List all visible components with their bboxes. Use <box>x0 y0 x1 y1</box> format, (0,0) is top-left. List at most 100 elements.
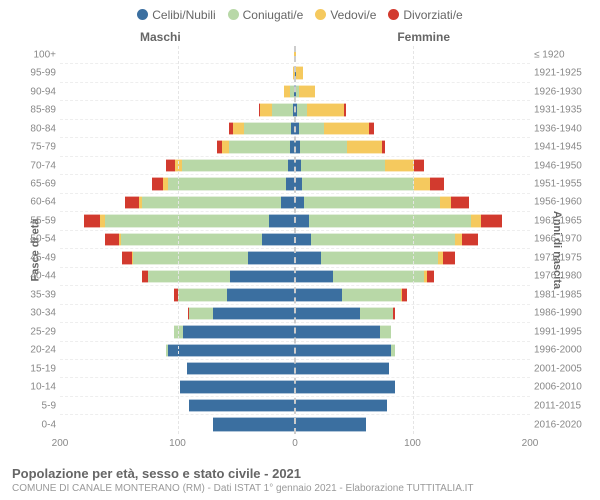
bar-segment <box>189 399 295 412</box>
bar-segment <box>295 307 360 320</box>
birth-label: 1961-1965 <box>534 215 592 226</box>
birth-label: 2006-2010 <box>534 382 592 393</box>
bar-segment <box>385 159 413 172</box>
bar-segment <box>189 307 213 320</box>
bar-segment <box>299 85 315 98</box>
bar-segment <box>414 177 430 190</box>
bar-segment <box>295 344 391 357</box>
bar-segment <box>304 196 439 209</box>
bar-segment <box>121 233 262 246</box>
bar-segment <box>393 307 395 320</box>
bar-segment <box>168 177 286 190</box>
male-column-title: Maschi <box>140 30 181 44</box>
bar-segment <box>295 233 311 246</box>
age-label: 50-54 <box>20 234 56 245</box>
gridline <box>178 46 179 434</box>
birth-label: 1926-1930 <box>534 86 592 97</box>
age-label: 75-79 <box>20 142 56 153</box>
bar-segment <box>281 196 295 209</box>
x-tick: 100 <box>404 438 421 449</box>
legend-label: Coniugati/e <box>243 8 304 22</box>
x-tick: 100 <box>169 438 186 449</box>
age-label: 55-59 <box>20 215 56 226</box>
bar-segment <box>402 288 407 301</box>
bar-segment <box>430 177 444 190</box>
bar-segment <box>440 196 452 209</box>
legend-swatch <box>228 9 239 20</box>
bar-segment <box>295 417 366 431</box>
legend-item: Vedovi/e <box>315 8 376 22</box>
birth-label: 1986-1990 <box>534 308 592 319</box>
age-label: 60-64 <box>20 197 56 208</box>
chart-subtitle: COMUNE DI CANALE MONTERANO (RM) - Dati I… <box>12 483 588 494</box>
bar-segment <box>344 103 345 116</box>
bar-segment <box>227 288 295 301</box>
bar-segment <box>324 122 369 135</box>
legend-item: Divorziati/e <box>388 8 462 22</box>
bar-segment <box>391 344 395 357</box>
age-label: 65-69 <box>20 179 56 190</box>
birth-label: 1936-1940 <box>534 123 592 134</box>
birth-label: 2011-2015 <box>534 400 592 411</box>
bar-segment <box>471 214 480 227</box>
birth-label: 1996-2000 <box>534 345 592 356</box>
bar-segment <box>133 251 248 264</box>
bar-segment <box>295 380 395 393</box>
birth-label: 1951-1955 <box>534 179 592 190</box>
age-label: 5-9 <box>20 400 56 411</box>
bar-segment <box>333 270 425 283</box>
age-label: 10-14 <box>20 382 56 393</box>
x-tick: 200 <box>52 438 69 449</box>
bar-segment <box>125 196 139 209</box>
bar-segment <box>295 270 333 283</box>
x-tick: 0 <box>292 438 298 449</box>
bar-segment <box>299 122 325 135</box>
bar-segment <box>233 122 245 135</box>
bar-segment <box>182 159 288 172</box>
legend-swatch <box>315 9 326 20</box>
center-line <box>294 46 296 434</box>
bar-segment <box>342 288 401 301</box>
legend-swatch <box>137 9 148 20</box>
birth-label: 1921-1925 <box>534 68 592 79</box>
age-label: 25-29 <box>20 326 56 337</box>
birth-label: 1971-1975 <box>534 252 592 263</box>
bar-segment <box>295 177 302 190</box>
bar-segment <box>262 233 295 246</box>
bar-segment <box>309 214 471 227</box>
plot-area: 100+≤ 192095-991921-192590-941926-193085… <box>60 46 530 434</box>
bar-segment <box>380 325 392 338</box>
bar-segment <box>462 233 478 246</box>
bar-segment <box>244 122 291 135</box>
bar-segment <box>166 159 175 172</box>
bar-segment <box>302 177 414 190</box>
bar-segment <box>272 103 293 116</box>
legend-label: Vedovi/e <box>330 8 376 22</box>
birth-label: 1931-1935 <box>534 105 592 116</box>
chart-title: Popolazione per età, sesso e stato civil… <box>12 466 588 481</box>
legend-swatch <box>388 9 399 20</box>
bar-segment <box>213 307 295 320</box>
age-label: 85-89 <box>20 105 56 116</box>
bar-segment <box>414 159 425 172</box>
bar-segment <box>248 251 295 264</box>
bar-segment <box>300 140 347 153</box>
bar-segment <box>295 251 321 264</box>
bar-segment <box>148 270 230 283</box>
population-pyramid-chart: Celibi/NubiliConiugati/eVedovi/eDivorzia… <box>0 0 600 500</box>
age-label: 95-99 <box>20 68 56 79</box>
bar-segment <box>183 325 295 338</box>
bar-segment <box>269 214 295 227</box>
legend: Celibi/NubiliConiugati/eVedovi/eDivorzia… <box>0 8 600 22</box>
bar-segment <box>311 233 454 246</box>
age-label: 45-49 <box>20 252 56 263</box>
bar-segment <box>222 140 229 153</box>
bar-segment <box>174 325 183 338</box>
bar-segment <box>295 325 380 338</box>
bar-segment <box>178 288 227 301</box>
age-label: 90-94 <box>20 86 56 97</box>
female-column-title: Femmine <box>397 30 450 44</box>
age-label: 100+ <box>20 49 56 60</box>
birth-label: 1941-1945 <box>534 142 592 153</box>
bar-segment <box>321 251 439 264</box>
